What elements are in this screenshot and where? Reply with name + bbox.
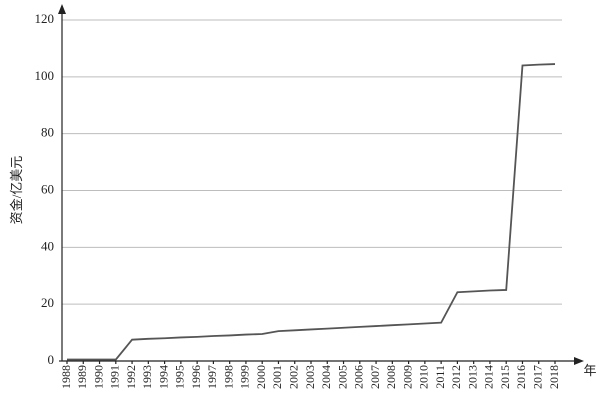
x-tick-label: 2011 (433, 365, 447, 389)
y-axis-label: 资金/亿美元 (9, 156, 24, 225)
x-tick-label: 1992 (124, 365, 138, 389)
x-tick-label: 1988 (59, 365, 73, 389)
x-tick-label: 1996 (189, 365, 203, 389)
x-tick-label: 1995 (173, 365, 187, 389)
x-tick-label: 1991 (108, 365, 122, 389)
x-tick-label: 2002 (286, 365, 300, 389)
x-tick-label: 1989 (75, 365, 89, 389)
x-tick-label: 1990 (91, 365, 105, 389)
y-tick-label: 20 (41, 295, 54, 310)
x-tick-label: 2017 (530, 365, 544, 389)
y-tick-label: 0 (48, 352, 55, 367)
y-tick-label: 60 (41, 181, 54, 196)
x-tick-label: 2005 (335, 365, 349, 389)
y-tick-label: 40 (41, 238, 54, 253)
x-axis-label: 年 (583, 363, 596, 378)
y-axis-arrow (58, 4, 66, 14)
x-tick-label: 2000 (254, 365, 268, 389)
x-tick-label: 1993 (140, 365, 154, 389)
x-tick-label: 2004 (319, 365, 333, 389)
x-tick-label: 2010 (417, 365, 431, 389)
data-line (67, 63, 556, 361)
x-tick-label: 2009 (400, 365, 414, 389)
x-tick-label: 1994 (156, 365, 170, 389)
x-tick-label: 2013 (465, 365, 479, 389)
x-tick-label: 2014 (482, 365, 496, 389)
x-tick-label: 2007 (368, 365, 382, 389)
x-tick-label: 2016 (514, 365, 528, 389)
y-tick-label: 120 (35, 11, 55, 26)
x-axis-arrow (574, 357, 584, 365)
x-tick-label: 2015 (498, 365, 512, 389)
x-tick-label: 2003 (303, 365, 317, 389)
x-tick-label: 2008 (384, 365, 398, 389)
x-tick-label: 1999 (238, 365, 252, 389)
x-tick-label: 1998 (221, 365, 235, 389)
y-tick-label: 100 (35, 68, 55, 83)
x-tick-label: 2018 (547, 365, 561, 389)
x-tick-label: 2012 (449, 365, 463, 389)
y-tick-label: 80 (41, 125, 54, 140)
x-tick-label: 2006 (352, 365, 366, 389)
x-tick-label: 2001 (270, 365, 284, 389)
x-tick-label: 1997 (205, 365, 219, 389)
